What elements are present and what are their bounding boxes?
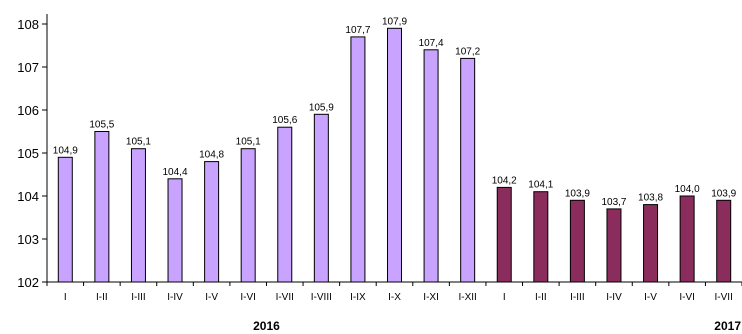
bar: [679, 195, 695, 283]
x-tick-label: I-III: [131, 292, 145, 303]
x-tick-label: I-IV: [167, 292, 183, 303]
y-tick-label: 106: [17, 103, 39, 118]
y-tick-label: 104: [17, 189, 39, 204]
bar: [606, 208, 622, 283]
bar: [204, 161, 220, 283]
bar: [460, 57, 476, 283]
x-tick-label: I: [64, 292, 67, 303]
data-label: 104,2: [492, 175, 517, 186]
x-tick-label: I-IX: [350, 292, 366, 303]
data-label: 103,9: [711, 188, 736, 199]
x-tick-label: I-VIII: [311, 292, 332, 303]
data-label: 104,4: [163, 167, 188, 178]
y-tick-label: 108: [17, 17, 39, 32]
data-label: 104,1: [528, 180, 553, 191]
bar: [716, 199, 732, 283]
bar: [496, 186, 512, 283]
data-label: 105,9: [309, 102, 334, 113]
data-label: 105,1: [236, 137, 261, 148]
x-tick-label: I: [503, 292, 506, 303]
bar: [94, 131, 110, 283]
x-tick-label: I-II: [96, 292, 108, 303]
x-tick-label: I-VII: [276, 292, 294, 303]
data-label: 107,7: [345, 25, 370, 36]
data-label: 103,8: [638, 193, 663, 204]
data-label: 105,6: [272, 115, 297, 126]
x-tick-label: I-II: [535, 292, 547, 303]
bar: [313, 113, 329, 283]
y-tick-label: 102: [17, 275, 39, 290]
bar: [277, 126, 293, 283]
bar: [569, 199, 585, 283]
bar: [423, 49, 439, 283]
x-tick-label: I-V: [205, 292, 218, 303]
bar: [533, 191, 549, 283]
group-label: 2016: [253, 319, 280, 333]
x-tick-label: I-X: [388, 292, 401, 303]
x-tick-label: I-III: [570, 292, 584, 303]
bar: [643, 204, 659, 283]
data-label: 107,9: [382, 16, 407, 27]
data-label: 104,8: [199, 150, 224, 161]
x-tick-label: I-IV: [606, 292, 622, 303]
data-label: 107,4: [419, 38, 444, 49]
data-label: 104,9: [53, 145, 78, 156]
bar: [130, 148, 146, 283]
x-tick-label: I-V: [644, 292, 657, 303]
bar: [57, 156, 73, 283]
y-tick-label: 105: [17, 146, 39, 161]
y-tick-label: 103: [17, 232, 39, 247]
data-label: 104,0: [675, 184, 700, 195]
bar: [240, 148, 256, 283]
x-tick-label: I-VI: [679, 292, 695, 303]
x-tick-label: I-VII: [715, 292, 733, 303]
bar: [350, 36, 366, 283]
bar: [387, 27, 402, 283]
group-label: 2017: [714, 319, 741, 333]
data-label: 105,5: [89, 120, 114, 131]
x-tick-label: I-XII: [458, 292, 476, 303]
x-tick-label: I-VI: [240, 292, 256, 303]
y-tick-label: 107: [17, 60, 39, 75]
data-label: 105,1: [126, 137, 151, 148]
bar: [167, 178, 183, 283]
data-label: 103,7: [601, 197, 626, 208]
x-tick-label: I-XI: [423, 292, 439, 303]
data-label: 103,9: [565, 188, 590, 199]
data-label: 107,2: [455, 46, 480, 57]
